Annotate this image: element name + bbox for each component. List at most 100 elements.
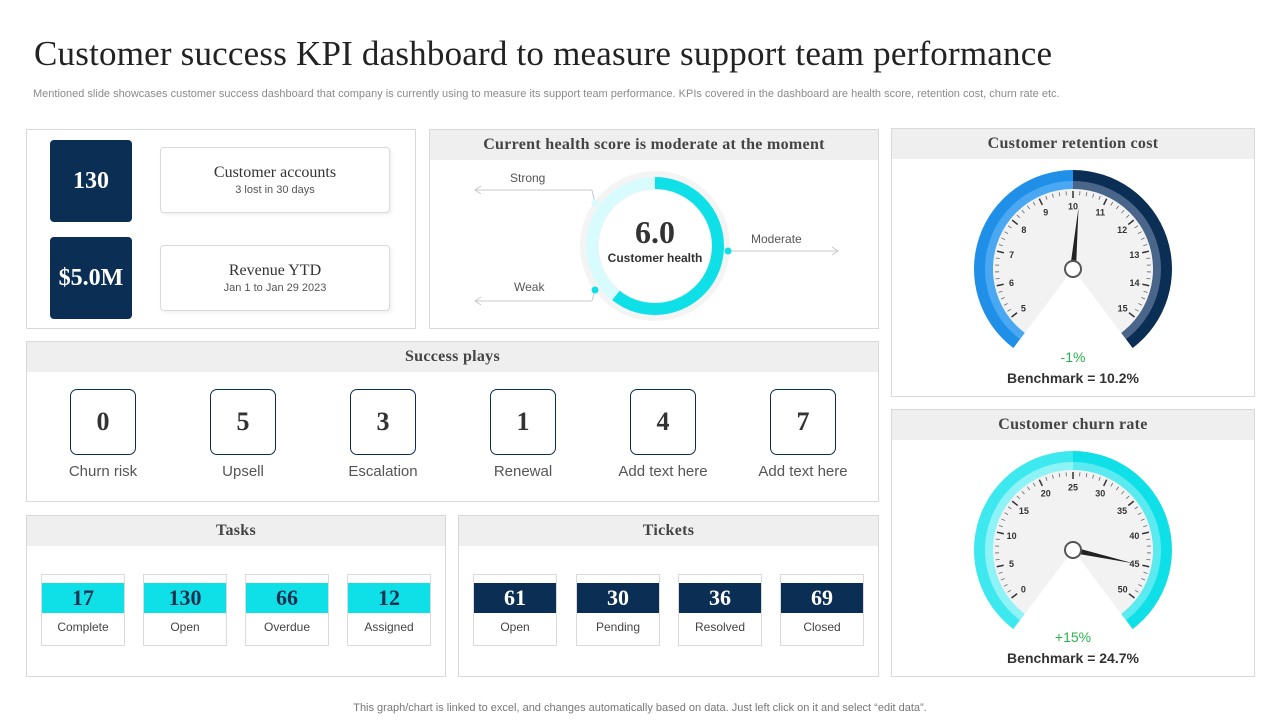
success-plays-title: Success plays — [27, 342, 878, 372]
gauge-tick-label: 10 — [1007, 531, 1017, 541]
gauge-major-tick — [996, 564, 1004, 568]
gauge-major-tick — [996, 283, 1004, 287]
task-assigned[interactable]: 12 Assigned — [347, 574, 431, 646]
summary-panel: 130 Customer accounts 3 lost in 30 days … — [26, 129, 416, 329]
gauge-minor-tick — [1137, 231, 1142, 234]
gauge-minor-tick — [998, 244, 1003, 247]
tickets-title: Tickets — [459, 516, 878, 546]
moderate-arrowhead — [831, 246, 839, 256]
strong-arrowhead — [474, 185, 482, 195]
gauge-minor-tick — [1007, 308, 1012, 312]
revenue-label-box[interactable]: Revenue YTD Jan 1 to Jan 29 2023 — [160, 245, 390, 311]
health-score: 6.0 — [635, 214, 675, 250]
gauge-tick-label: 50 — [1118, 584, 1128, 594]
gauge-minor-tick — [1045, 195, 1048, 200]
gauge-minor-tick — [1110, 201, 1114, 206]
gauge-band-left-inner — [985, 462, 1073, 621]
retention-benchmark: Benchmark = 10.2% — [1007, 370, 1139, 386]
health-ring-progress — [586, 177, 724, 315]
play-upsell[interactable]: 5 Upsell — [173, 389, 313, 480]
gauge-needle — [1072, 547, 1134, 564]
gauge-band-right-inner — [1073, 462, 1161, 621]
gauge-minor-tick — [1004, 512, 1009, 515]
gauge-minor-tick — [1001, 518, 1006, 521]
play-churn-risk[interactable]: 0 Churn risk — [33, 389, 173, 480]
retention-panel: Customer retention cost 5 6 7 8 9 10 11 12 13 14 1… — [891, 128, 1255, 397]
gauge-minor-tick — [1003, 584, 1008, 587]
gauge-major-tick — [1128, 312, 1135, 318]
play-value: 4 — [630, 389, 696, 455]
gauge-major-tick — [1141, 250, 1150, 254]
gauge-minor-tick — [1045, 476, 1048, 481]
tasks-panel: Tasks 17 Complete 130 Open 66 Overdue 12… — [26, 515, 446, 677]
accounts-label-box[interactable]: Customer accounts 3 lost in 30 days — [160, 147, 390, 213]
moderate-label: Moderate — [751, 232, 802, 246]
tile-label: Pending — [595, 620, 641, 634]
gauge-minor-tick — [1032, 482, 1036, 487]
ticket-resolved[interactable]: 36 Resolved — [678, 574, 762, 646]
gauge-minor-tick — [1126, 495, 1130, 499]
ticket-pending[interactable]: 30 Pending — [576, 574, 660, 646]
churn-delta: +15% — [1054, 629, 1092, 645]
task-complete[interactable]: 17 Complete — [41, 574, 125, 646]
task-overdue[interactable]: 66 Overdue — [245, 574, 329, 646]
accounts-label: Customer accounts — [213, 164, 337, 181]
churn-panel: Customer churn rate 0 5 10 15 20 25 30 35 40 45 50… — [891, 409, 1255, 677]
play-renewal[interactable]: 1 Renewal — [453, 389, 593, 480]
health-ring-inner — [599, 190, 711, 302]
play-escalation[interactable]: 3 Escalation — [313, 389, 453, 480]
task-open[interactable]: 130 Open — [143, 574, 227, 646]
gauge-minor-tick — [1134, 225, 1139, 229]
gauge-minor-tick — [1007, 506, 1012, 510]
tile-value: 12 — [348, 583, 430, 613]
gauge-major-tick — [1011, 312, 1018, 318]
gauge-minor-tick — [1007, 225, 1012, 229]
gauge-minor-tick — [1116, 205, 1119, 210]
strong-dot — [591, 199, 599, 207]
gauge-hub — [1064, 541, 1082, 559]
gauge-minor-tick — [1000, 578, 1005, 581]
ticket-closed[interactable]: 69 Closed — [780, 574, 864, 646]
tile-label: Closed — [803, 620, 841, 634]
strong-label: Strong — [510, 171, 546, 185]
gauge-major-tick — [1011, 593, 1018, 599]
gauge-minor-tick — [1121, 490, 1125, 495]
tile-label: Resolved — [694, 620, 746, 634]
churn-gauge[interactable]: 0 5 10 15 20 25 30 35 40 45 50 — [892, 440, 1254, 676]
gauge-minor-tick — [1098, 476, 1101, 481]
moderate-dot — [724, 247, 732, 255]
gauge-major-tick — [1141, 531, 1150, 535]
revenue-value-box[interactable]: $5.0M — [50, 237, 132, 319]
play-custom-2[interactable]: 7 Add text here — [733, 389, 873, 480]
gauge-major-tick — [1038, 198, 1043, 206]
gauge-minor-tick — [1110, 482, 1114, 487]
churn-title: Customer churn rate — [892, 410, 1254, 440]
gauge-minor-tick — [1140, 518, 1145, 521]
weak-arrowhead — [474, 296, 482, 306]
gauge-minor-tick — [1143, 571, 1148, 574]
gauge-tick-label: 45 — [1130, 559, 1140, 569]
gauge-minor-tick — [995, 538, 1000, 540]
health-graphic[interactable] — [430, 160, 880, 330]
play-custom-1[interactable]: 4 Add text here — [593, 389, 733, 480]
churn-benchmark: Benchmark = 24.7% — [1007, 650, 1139, 666]
gauge-minor-tick — [1021, 490, 1025, 495]
gauge-minor-tick — [1140, 237, 1145, 240]
gauge-minor-tick — [1016, 214, 1020, 218]
play-label: Churn risk — [68, 463, 138, 480]
retention-gauge[interactable]: 5 6 7 8 9 10 11 12 13 14 15 — [892, 159, 1254, 396]
play-value: 1 — [490, 389, 556, 455]
accounts-value-box[interactable]: 130 — [50, 140, 132, 222]
gauge-minor-tick — [1027, 486, 1030, 491]
gauge-tick-label: 0 — [1021, 584, 1026, 594]
tasks-title: Tasks — [27, 516, 445, 546]
gauge-tick-label: 8 — [1021, 225, 1026, 235]
tile-value: 17 — [42, 583, 124, 613]
retention-title: Customer retention cost — [892, 129, 1254, 159]
gauge-minor-tick — [1134, 589, 1139, 593]
gauge-minor-tick — [1058, 473, 1061, 478]
gauge-major-tick — [996, 250, 1005, 254]
gauge-minor-tick — [1085, 192, 1088, 197]
ticket-open[interactable]: 61 Open — [473, 574, 557, 646]
gauge-band-left-inner — [985, 181, 1073, 340]
